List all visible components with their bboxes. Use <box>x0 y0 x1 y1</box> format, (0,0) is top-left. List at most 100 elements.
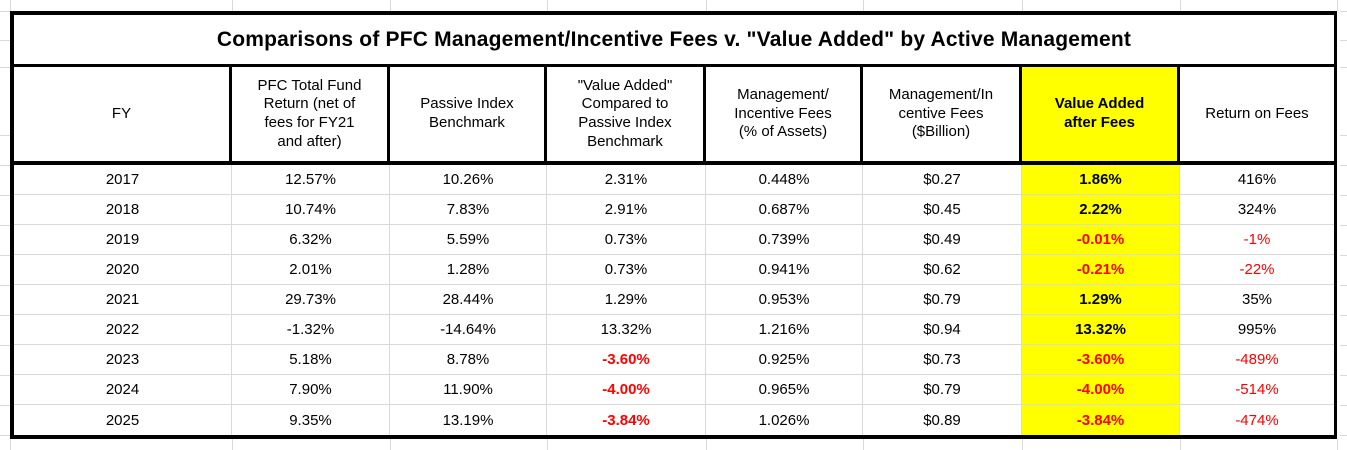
gridline-horizontal <box>0 11 10 12</box>
cell-pfc_return[interactable]: -1.32% <box>232 315 390 344</box>
cell-fees_pct[interactable]: 0.965% <box>706 375 863 404</box>
cell-fees_pct[interactable]: 0.925% <box>706 345 863 374</box>
cell-fy[interactable]: 2020 <box>14 255 232 284</box>
cell-pfc_return[interactable]: 29.73% <box>232 285 390 314</box>
cell-passive[interactable]: -14.64% <box>390 315 547 344</box>
column-header-passive[interactable]: Passive Index Benchmark <box>390 67 547 161</box>
cell-pfc_return[interactable]: 2.01% <box>232 255 390 284</box>
cell-pfc_return[interactable]: 9.35% <box>232 405 390 435</box>
cell-pfc_return[interactable]: 7.90% <box>232 375 390 404</box>
gridline-horizontal <box>0 345 10 346</box>
cell-passive[interactable]: 7.83% <box>390 195 547 224</box>
cell-fees_bn[interactable]: $0.49 <box>863 225 1022 254</box>
cell-return_on_fees[interactable]: -489% <box>1235 351 1279 368</box>
cell-fees_pct[interactable]: 0.953% <box>706 285 863 314</box>
cell-pfc_return[interactable]: 5.18% <box>232 345 390 374</box>
column-header-va_after_fees[interactable]: Value Added after Fees <box>1022 67 1180 161</box>
cell-fees_pct[interactable]: 0.448% <box>706 165 863 194</box>
cell-return_on_fees[interactable]: -474% <box>1235 411 1279 429</box>
cell-return_on_fees[interactable]: 416% <box>1237 171 1277 188</box>
cell-value_added[interactable]: 13.32% <box>547 315 706 344</box>
gridline-horizontal <box>1340 345 1347 346</box>
cell-value_added[interactable]: 2.31% <box>547 165 706 194</box>
cell-fees_bn[interactable]: $0.73 <box>863 345 1022 374</box>
gridline-vertical <box>1022 439 1023 450</box>
cell-pfc_return[interactable]: 12.57% <box>232 165 390 194</box>
cell-fees_bn[interactable]: $0.94 <box>863 315 1022 344</box>
cell-fy[interactable]: 2019 <box>14 225 232 254</box>
cell-value_added[interactable]: 0.73% <box>547 225 706 254</box>
cell-return_on_fees[interactable]: -514% <box>1235 381 1279 398</box>
cell-fees_pct[interactable]: 0.739% <box>706 225 863 254</box>
cell-fy[interactable]: 2025 <box>14 405 232 435</box>
cell-fees_bn[interactable]: $0.27 <box>863 165 1022 194</box>
cell-fees_pct[interactable]: 0.687% <box>706 195 863 224</box>
cell-va_after_fees[interactable]: 2.22% <box>1022 195 1180 224</box>
gridline-horizontal <box>0 195 10 196</box>
gridline-horizontal <box>0 285 10 286</box>
gridline-vertical <box>1337 439 1338 450</box>
column-header-fees_pct[interactable]: Management/ Incentive Fees (% of Assets) <box>706 67 863 161</box>
cell-passive[interactable]: 13.19% <box>390 405 547 435</box>
cell-value_added[interactable]: -3.84% <box>547 405 706 435</box>
cell-return_on_fees[interactable]: -22% <box>1239 261 1275 278</box>
table-row: 2024 7.90% 11.90% -4.00% 0.965% $0.79 -4.00% -5… <box>14 375 1334 405</box>
gridline-horizontal <box>0 67 10 68</box>
cell-fy[interactable]: 2017 <box>14 165 232 194</box>
cell-passive[interactable]: 28.44% <box>390 285 547 314</box>
cell-return_on_fees[interactable]: 995% <box>1237 321 1277 338</box>
cell-return_on_fees[interactable]: -1% <box>1243 231 1271 248</box>
gridline-horizontal <box>0 135 10 136</box>
cell-va_after_fees[interactable]: 1.86% <box>1022 165 1180 194</box>
cell-pfc_return[interactable]: 10.74% <box>232 195 390 224</box>
cell-fees_pct[interactable]: 1.026% <box>706 405 863 435</box>
cell-pfc_return[interactable]: 6.32% <box>232 225 390 254</box>
cell-fy[interactable]: 2024 <box>14 375 232 404</box>
cell-passive[interactable]: 10.26% <box>390 165 547 194</box>
column-header-return_on_fees[interactable]: Return on Fees <box>1205 104 1309 122</box>
cell-va_after_fees[interactable]: -3.84% <box>1022 405 1180 435</box>
table-body: 2017 12.57% 10.26% 2.31% 0.448% $0.27 1.86% 416… <box>14 165 1334 435</box>
cell-value_added[interactable]: 1.29% <box>547 285 706 314</box>
cell-fy[interactable]: 2021 <box>14 285 232 314</box>
table-row: 2018 10.74% 7.83% 2.91% 0.687% $0.45 2.22% 324% <box>14 195 1334 225</box>
gridline-vertical <box>1337 0 1338 11</box>
cell-va_after_fees[interactable]: -3.60% <box>1022 345 1180 374</box>
cell-fees_bn[interactable]: $0.79 <box>863 285 1022 314</box>
cell-passive[interactable]: 5.59% <box>390 225 547 254</box>
cell-fy[interactable]: 2018 <box>14 195 232 224</box>
gridline-horizontal <box>0 405 10 406</box>
column-header-fy[interactable]: FY <box>14 67 232 161</box>
gridline-horizontal <box>1340 11 1347 12</box>
cell-passive[interactable]: 11.90% <box>390 375 547 404</box>
cell-fy[interactable]: 2022 <box>14 315 232 344</box>
table-row: 2020 2.01% 1.28% 0.73% 0.941% $0.62 -0.21% -22% <box>14 255 1334 285</box>
column-header-pfc_return[interactable]: PFC Total Fund Return (net of fees for F… <box>232 67 390 161</box>
cell-fees_pct[interactable]: 0.941% <box>706 255 863 284</box>
cell-return_on_fees[interactable]: 35% <box>1241 291 1273 308</box>
cell-va_after_fees[interactable]: -4.00% <box>1022 375 1180 404</box>
cell-fees_pct[interactable]: 1.216% <box>706 315 863 344</box>
cell-return_on_fees[interactable]: 324% <box>1237 201 1277 218</box>
table-row: 2021 29.73% 28.44% 1.29% 0.953% $0.79 1.29% 35% <box>14 285 1334 315</box>
cell-value_added[interactable]: 2.91% <box>547 195 706 224</box>
cell-va_after_fees[interactable]: -0.01% <box>1022 225 1180 254</box>
cell-passive[interactable]: 1.28% <box>390 255 547 284</box>
cell-va_after_fees[interactable]: 13.32% <box>1022 315 1180 344</box>
cell-value_added[interactable]: -4.00% <box>547 375 706 404</box>
cell-fy[interactable]: 2023 <box>14 345 232 374</box>
column-header-value_added[interactable]: "Value Added" Compared to Passive Index … <box>547 67 706 161</box>
cell-fees_bn[interactable]: $0.79 <box>863 375 1022 404</box>
column-header-fees_bn[interactable]: Management/In centive Fees ($Billion) <box>863 67 1022 161</box>
cell-fees_bn[interactable]: $0.89 <box>863 405 1022 435</box>
table-header-row: FY PFC Total Fund Return (net of fees for… <box>14 67 1334 165</box>
cell-value_added[interactable]: -3.60% <box>547 345 706 374</box>
cell-fees_bn[interactable]: $0.62 <box>863 255 1022 284</box>
cell-value_added[interactable]: 0.73% <box>547 255 706 284</box>
cell-va_after_fees[interactable]: -0.21% <box>1022 255 1180 284</box>
cell-va_after_fees[interactable]: 1.29% <box>1022 285 1180 314</box>
cell-fees_bn[interactable]: $0.45 <box>863 195 1022 224</box>
table-title[interactable]: Comparisons of PFC Management/Incentive … <box>14 15 1334 67</box>
cell-passive[interactable]: 8.78% <box>390 345 547 374</box>
